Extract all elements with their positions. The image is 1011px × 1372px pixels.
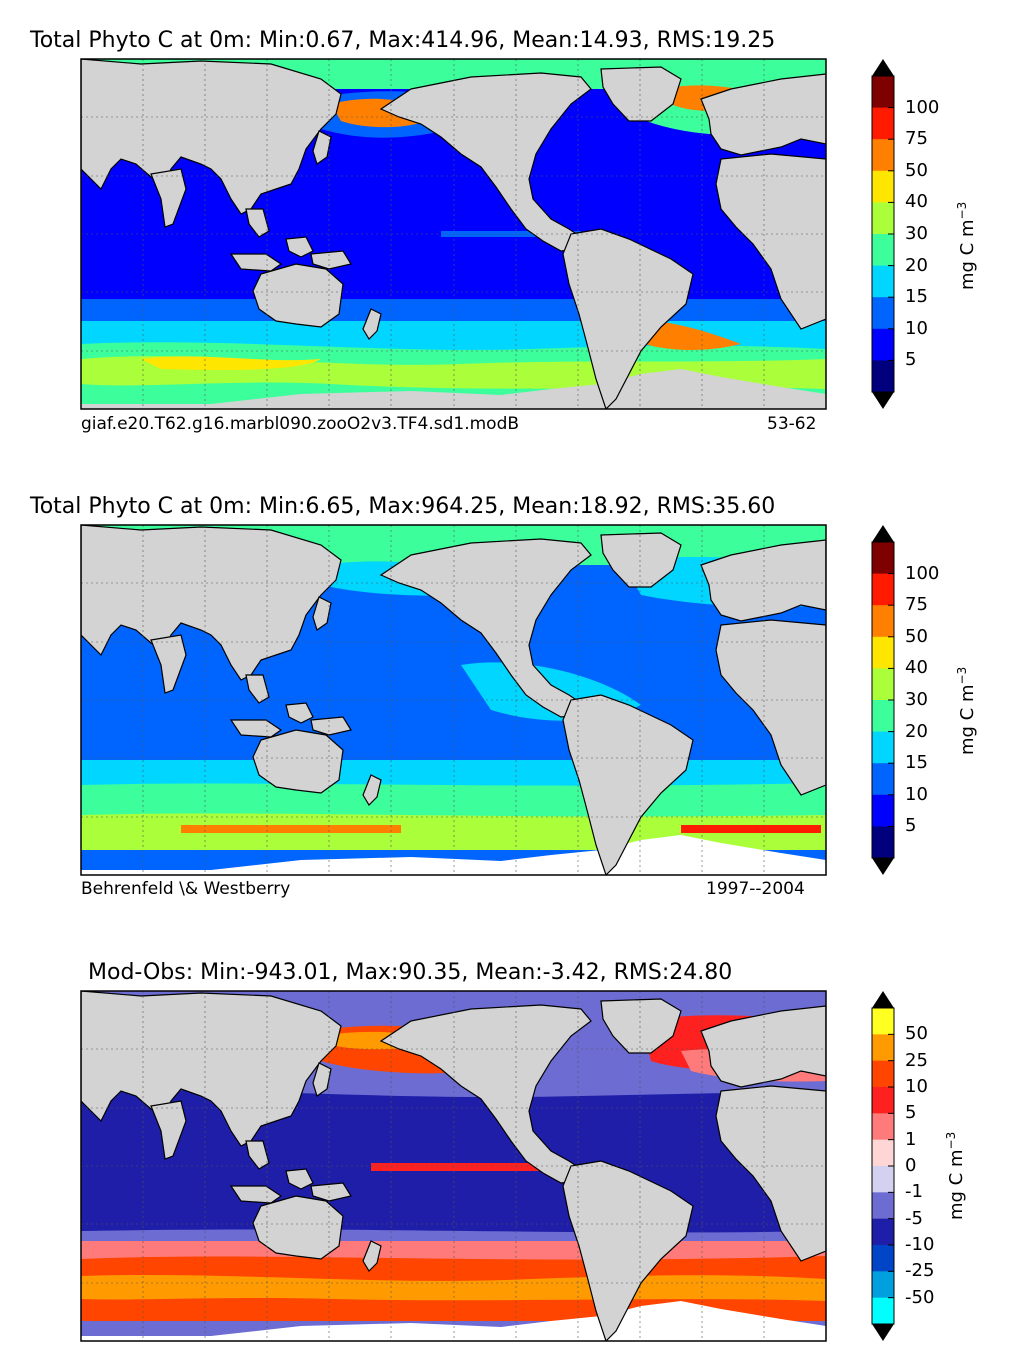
panel-3-map <box>80 990 827 1342</box>
colorbar-segment <box>872 1245 894 1272</box>
colorbar-segment <box>872 328 894 361</box>
colorbar-tick-label: 50 <box>905 159 928 181</box>
southern-bloom-1 <box>141 356 321 370</box>
panel-2-map <box>80 524 827 876</box>
panel-1-subtitle-right: 53-62 <box>767 414 817 434</box>
colorbar-segment <box>872 542 894 575</box>
colorbar-segment <box>872 826 894 859</box>
colorbar-tick-label: -1 <box>905 1181 923 1203</box>
colorbar-tick-label: -50 <box>905 1286 935 1308</box>
colorbar-tick-label: 25 <box>905 1049 928 1071</box>
colorbar-segment <box>872 700 894 733</box>
colorbar-tick-label: -10 <box>905 1234 935 1255</box>
equatorial-band <box>371 1163 571 1171</box>
panel-1-title: Total Phyto C at 0m: Min:0.67, Max:414.9… <box>30 28 776 53</box>
panel-3-grid <box>81 991 826 1341</box>
colorbar-tick-label: -5 <box>905 1207 923 1229</box>
panel-3-map-clip <box>81 991 826 1341</box>
colorbar-tick-label: 1 <box>905 1128 917 1150</box>
colorbar-tick-label: 100 <box>905 96 940 118</box>
colorbar-1 <box>871 59 895 409</box>
colorbar-tick-label: -25 <box>905 1260 935 1282</box>
colorbar-tick-label: 15 <box>905 286 928 308</box>
colorbar-segment <box>872 1271 894 1299</box>
colorbar-segment <box>872 794 894 827</box>
colorbar-segment <box>872 1166 894 1193</box>
colorbar-tick-label: 50 <box>905 1023 928 1045</box>
colorbar-tick-label: 75 <box>905 594 928 616</box>
colorbar-segment <box>872 107 894 140</box>
colorbar-segment <box>872 1218 894 1246</box>
colorbar-tick-label: 5 <box>905 349 917 371</box>
colorbar-segment <box>872 234 894 267</box>
colorbar-tick-label: 0 <box>905 1155 917 1176</box>
colorbar-tick-label: 40 <box>905 657 928 679</box>
panel-1-subtitle-left: giaf.e20.T62.g16.marbl090.zooO2v3.TF4.sd… <box>81 414 520 434</box>
panel-1-frame <box>80 58 827 410</box>
panel-2-frame <box>80 524 827 876</box>
colorbar-tick-label: 100 <box>905 562 940 584</box>
colorbar-segment <box>872 1087 894 1114</box>
colorbar-tick-label: 20 <box>905 720 928 742</box>
colorbar-segment <box>872 1113 894 1141</box>
colorbar-tick-label: 40 <box>905 191 928 213</box>
panel-2-subtitle-right: 1997--2004 <box>706 879 805 899</box>
colorbar-3 <box>871 991 895 1341</box>
colorbar-tick-label: 30 <box>905 689 928 710</box>
panel-2-title: Total Phyto C at 0m: Min:6.65, Max:964.2… <box>30 494 776 519</box>
panel-2-grid <box>81 525 826 875</box>
colorbar-segment <box>872 636 894 669</box>
colorbar-tick-label: 15 <box>905 752 928 774</box>
colorbar-segment <box>872 605 894 638</box>
panel-1-grid <box>81 59 826 409</box>
colorbar-extend-max <box>872 525 894 542</box>
colorbar-segment <box>872 1297 894 1325</box>
panel-1-map-clip <box>81 59 826 409</box>
panel-2-map-clip <box>81 525 826 875</box>
colorbar-segment <box>872 202 894 235</box>
colorbar-tick-label: 30 <box>905 223 928 244</box>
subtropical-band <box>81 1089 826 1233</box>
southern-bloom-1 <box>181 825 401 833</box>
colorbar-extend-min <box>872 1324 894 1341</box>
colorbar-segment <box>872 170 894 203</box>
southern-bloom-2 <box>681 825 821 833</box>
colorbar-segment <box>872 76 894 109</box>
colorbar-tick-label: 5 <box>905 815 917 837</box>
panel-3-title: Mod-Obs: Min:-943.01, Max:90.35, Mean:-3… <box>88 960 733 985</box>
colorbar-extend-max <box>872 59 894 76</box>
colorbar-tick-label: 10 <box>905 317 928 339</box>
colorbar-tick-label: 10 <box>905 1076 928 1097</box>
colorbar-segment <box>872 668 894 701</box>
colorbar-segment <box>872 1192 894 1220</box>
panel-3-frame <box>80 990 827 1342</box>
colorbar-extend-min <box>872 858 894 875</box>
panel-1-map <box>80 58 827 410</box>
colorbar-segment <box>872 573 894 606</box>
colorbar-2 <box>871 525 895 875</box>
colorbar-segment <box>872 297 894 330</box>
colorbar-segment <box>872 1139 894 1167</box>
colorbar-tick-label: 20 <box>905 254 928 276</box>
colorbar-tick-label: 75 <box>905 128 928 150</box>
colorbar-segment <box>872 1060 894 1088</box>
colorbar-tick-label: 5 <box>905 1102 917 1124</box>
colorbar-extend-min <box>872 392 894 409</box>
colorbar-segment <box>872 139 894 172</box>
colorbar-segment <box>872 731 894 764</box>
colorbar-segment <box>872 265 894 298</box>
colorbar-segment <box>872 1008 894 1035</box>
colorbar-segment <box>872 763 894 796</box>
panel-2-subtitle-left: Behrenfeld \& Westberry <box>81 879 291 899</box>
colorbar-segment <box>872 1034 894 1062</box>
colorbar-segment <box>872 360 894 393</box>
colorbar-extend-max <box>872 991 894 1008</box>
colorbar-tick-label: 50 <box>905 625 928 647</box>
colorbar-tick-label: 10 <box>905 783 928 805</box>
